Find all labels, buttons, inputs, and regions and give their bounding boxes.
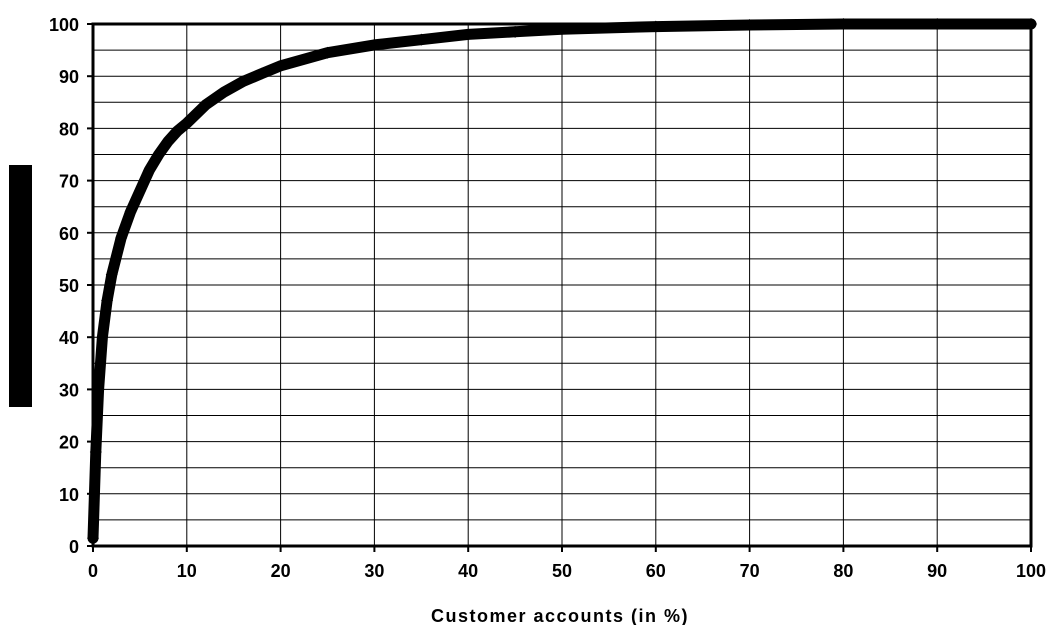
y-tick-label: 10: [59, 485, 79, 505]
data-point-marker: [218, 85, 231, 98]
x-tick-label: 70: [740, 561, 760, 581]
data-point-marker: [368, 38, 381, 51]
x-tick-label: 40: [458, 561, 478, 581]
y-tick-label: 90: [59, 67, 79, 87]
y-tick-label: 0: [69, 537, 79, 557]
x-tick-label: 100: [1016, 561, 1046, 581]
data-point-marker: [101, 294, 114, 307]
data-point-marker: [237, 75, 250, 88]
data-point-marker: [105, 268, 118, 281]
data-point-marker: [556, 23, 568, 36]
axes: [87, 22, 1033, 552]
x-tick-label: 80: [833, 561, 853, 581]
data-point-marker: [143, 164, 156, 177]
data-point-marker: [124, 205, 137, 218]
data-point-marker: [199, 98, 212, 111]
data-point-marker: [162, 135, 175, 148]
data-point-marker: [115, 232, 128, 245]
x-axis-title: Customer accounts (in %): [431, 606, 689, 625]
y-tick-label: 80: [59, 119, 79, 139]
x-tick-label: 0: [88, 561, 98, 581]
grid: [93, 24, 1031, 546]
tick-labels: 0 10 20 30 40 50 60 70 80 90 100 0 10 20 30 40 50 60 70 80 9…: [49, 15, 1046, 581]
data-point-marker: [509, 25, 522, 38]
data-point-marker: [255, 67, 268, 80]
data-point-marker: [274, 59, 287, 72]
y-tick-label: 20: [59, 433, 79, 453]
x-tick-label: 50: [552, 561, 572, 581]
data-point-marker: [180, 117, 193, 130]
data-point-marker: [415, 33, 428, 46]
y-tick-label: 40: [59, 328, 79, 348]
data-point-marker: [152, 148, 165, 161]
x-tick-label: 60: [646, 561, 666, 581]
y-tick-label: 50: [59, 276, 79, 296]
data-point-marker: [462, 28, 475, 41]
data-point-marker: [92, 383, 105, 396]
x-tick-label: 10: [177, 561, 197, 581]
x-tick-label: 20: [271, 561, 291, 581]
data-series: [87, 18, 1037, 545]
x-tick-label: 90: [927, 561, 947, 581]
y-tick-label: 60: [59, 224, 79, 244]
y-tick-label: 100: [49, 15, 79, 35]
data-point-marker: [133, 185, 146, 198]
data-point-marker: [321, 46, 334, 59]
data-point-marker: [96, 331, 109, 344]
y-tick-label: 70: [59, 172, 79, 192]
y-tick-label: 30: [59, 380, 79, 400]
left-black-bar: [9, 165, 32, 407]
x-tick-label: 30: [364, 561, 384, 581]
data-point-marker: [171, 125, 184, 138]
